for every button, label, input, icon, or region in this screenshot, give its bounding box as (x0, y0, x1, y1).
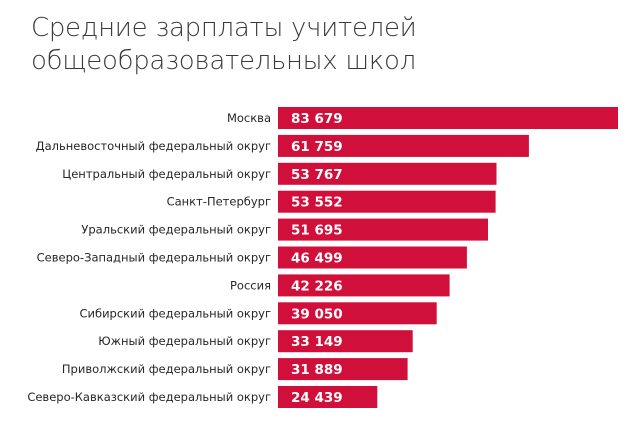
category-label: Уральский федеральный округ (81, 223, 271, 237)
value-label: 42 226 (291, 278, 343, 294)
category-label: Сибирский федеральный округ (79, 306, 271, 320)
category-label: Северо-Западный федеральный округ (37, 251, 271, 265)
bar-row: Дальневосточный федеральный округ 61 759 (36, 134, 529, 157)
chart-title: Средние зарплаты учителей общеобразовате… (31, 12, 591, 78)
bar (278, 274, 450, 297)
value-label: 53 552 (291, 195, 343, 211)
value-label: 39 050 (291, 306, 343, 322)
value-label: 51 695 (291, 223, 343, 239)
bar-row: Россия 42 226 (230, 274, 450, 297)
bar (278, 107, 618, 129)
value-label: 31 889 (291, 362, 343, 378)
bar (278, 330, 413, 353)
bar (278, 386, 378, 408)
bar-row: Санкт-Петербург 53 552 (167, 190, 496, 213)
category-label: Приволжский федеральный округ (62, 362, 271, 376)
bar-row: Южный федеральный округ 33 149 (98, 330, 413, 353)
value-label: 46 499 (291, 251, 343, 267)
bar-row: Северо-Кавказский федеральный округ 24 43… (27, 386, 378, 408)
category-label: Москва (227, 111, 271, 125)
chart-title-line-2: общеобразовательных школ (31, 46, 416, 76)
value-label: 33 149 (291, 334, 343, 350)
bar (278, 190, 496, 213)
category-label: Северо-Кавказский федеральный округ (27, 390, 271, 404)
category-label: Центральный федеральный округ (62, 167, 271, 181)
bar-row: Центральный федеральный округ 53 767 (62, 162, 497, 185)
bar (278, 134, 529, 157)
bar-row: Приволжский федеральный округ 31 889 (62, 358, 408, 381)
category-label: Санкт-Петербург (167, 195, 271, 209)
bar-row: Сибирский федеральный округ 39 050 (79, 302, 437, 325)
bar (278, 358, 408, 381)
bar-row: Москва 83 679 (227, 107, 618, 129)
bar (278, 302, 437, 325)
value-label: 53 767 (291, 167, 343, 183)
value-label: 24 439 (291, 390, 343, 406)
category-label: Дальневосточный федеральный округ (36, 139, 271, 153)
category-label: Южный федеральный округ (98, 334, 271, 348)
value-label: 83 679 (291, 111, 343, 127)
bar (278, 246, 467, 269)
bar (278, 218, 488, 241)
bar-row: Северо-Западный федеральный округ 46 499 (37, 246, 467, 269)
bar (278, 162, 497, 185)
chart-title-line-1: Средние зарплаты учителей (31, 13, 417, 43)
value-label: 61 759 (291, 139, 343, 155)
bar-row: Уральский федеральный округ 51 695 (81, 218, 488, 241)
category-label: Россия (230, 278, 271, 292)
